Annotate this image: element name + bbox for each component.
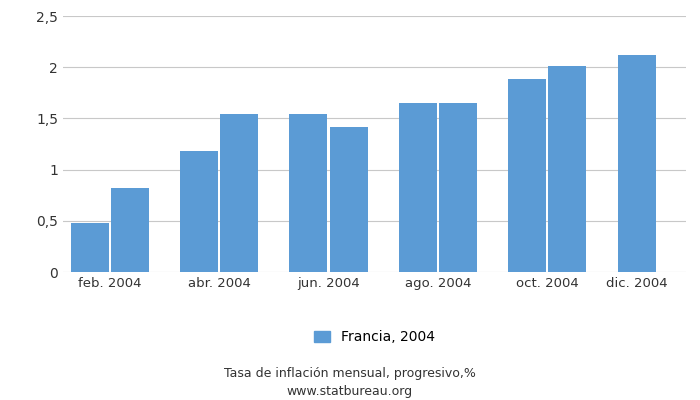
Bar — [439, 103, 477, 272]
Bar — [111, 188, 148, 272]
Legend: Francia, 2004: Francia, 2004 — [314, 330, 435, 344]
Bar — [180, 151, 218, 272]
Bar — [289, 114, 328, 272]
Text: Tasa de inflación mensual, progresivo,%: Tasa de inflación mensual, progresivo,% — [224, 368, 476, 380]
Bar — [508, 80, 546, 272]
Bar — [399, 103, 437, 272]
Bar — [617, 55, 656, 272]
Bar — [548, 66, 587, 272]
Bar — [330, 126, 368, 272]
Bar — [71, 223, 108, 272]
Bar — [220, 114, 258, 272]
Text: www.statbureau.org: www.statbureau.org — [287, 385, 413, 398]
